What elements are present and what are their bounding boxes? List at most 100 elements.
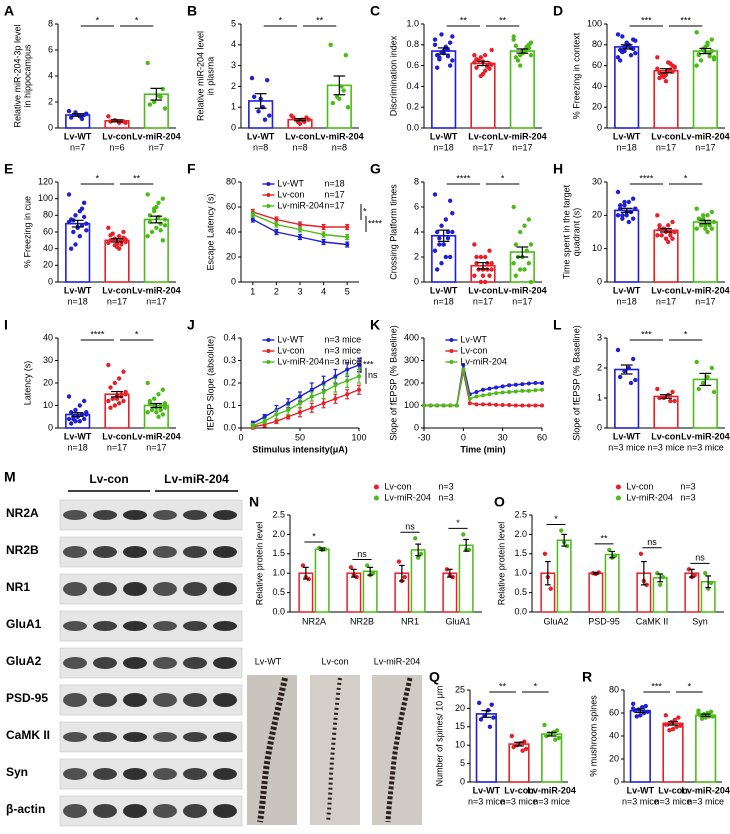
blot-row-label: CaMK II [6, 728, 50, 742]
blot-band [183, 693, 207, 707]
n-label: n=18 [617, 296, 637, 306]
legend-marker [449, 360, 454, 364]
data-point [298, 227, 302, 232]
data-point [663, 722, 669, 727]
y-tick-label: 40 [226, 226, 236, 236]
y-tick-label: 1.0 [272, 568, 285, 578]
data-point [286, 408, 291, 412]
data-point [396, 559, 402, 564]
x-tick-label: Lv-miR-204 [132, 285, 181, 295]
data-point [657, 582, 663, 588]
data-point [672, 398, 677, 404]
data-point [66, 416, 72, 422]
data-point [357, 374, 361, 379]
x-tick-label: Lv-miR-204 [498, 131, 547, 141]
data-point [345, 225, 350, 229]
x-tick-label: Lv-con [468, 285, 498, 295]
x-tick-label: Lv-WT [64, 131, 92, 141]
x-tick-label: GluA1 [445, 616, 470, 626]
legend-label: Lv-miR-204 [277, 200, 324, 210]
dendrite [257, 677, 288, 823]
data-point [630, 356, 636, 362]
x-tick-label: Lv-WT [247, 131, 275, 141]
y-tick-label: 20 [226, 251, 236, 261]
x-tick-label: 3 [297, 286, 302, 296]
data-point [434, 267, 440, 272]
data-point [528, 279, 534, 285]
data-point [345, 367, 350, 372]
legend-label: Lv-miR-204 [384, 492, 431, 502]
blot-strip [59, 536, 243, 568]
y-tick-label: 1 [231, 102, 236, 112]
blot-band [123, 510, 147, 520]
x-tick-label: PSD-95 [588, 616, 620, 626]
significance-label: *** [651, 681, 662, 691]
legend-label: Lv-WT [277, 334, 304, 344]
data-point [450, 211, 455, 216]
y-axis-label: Slope of fEPSP (% Baseline) [388, 325, 398, 440]
data-point [110, 396, 115, 401]
data-point [481, 402, 485, 407]
y-tick-label: 0 [231, 122, 236, 132]
y-tick-label: 2 [414, 251, 419, 261]
data-point [306, 117, 311, 122]
x-tick-label: -30 [417, 432, 430, 442]
y-axis-label: fEPSP Slope (absolute) [205, 336, 215, 430]
x-tick-label: Lv-con [468, 131, 498, 141]
data-point [467, 401, 472, 406]
y-axis-label: Escape Latency (s) [205, 193, 215, 270]
y-tick-label: 120 [38, 176, 53, 186]
y-axis-label: Relative miR-204 level [195, 31, 205, 121]
data-point [612, 553, 618, 558]
y-tick-label: 0.1 [223, 400, 236, 410]
data-point [663, 79, 669, 84]
data-point [450, 34, 455, 39]
y-tick-label: 0 [597, 422, 602, 432]
data-point [628, 53, 634, 58]
y-tick-label: 10 [592, 243, 602, 253]
data-point [256, 109, 261, 114]
x-tick-label: CaMK II [636, 616, 669, 626]
data-point [106, 362, 111, 368]
blot-strip [59, 647, 243, 679]
data-point [274, 217, 279, 222]
data-point [500, 390, 505, 395]
data-point [162, 106, 168, 111]
data-point [309, 394, 314, 399]
n-label: n=3 mice [648, 442, 685, 452]
data-point [665, 239, 671, 245]
data-point [556, 735, 562, 741]
data-point [672, 64, 677, 69]
data-point [513, 403, 518, 408]
data-point [698, 58, 704, 63]
data-point [77, 419, 83, 424]
data-point [494, 385, 499, 390]
y-tick-label: 200 [404, 377, 419, 387]
data-point [68, 421, 74, 426]
x-tick-label: Lv-WT [613, 285, 641, 295]
n-label: n=8 [332, 142, 347, 152]
x-tick-label: 0 [238, 432, 243, 442]
bar [692, 221, 718, 283]
data-point [540, 403, 544, 408]
panel-letter: C [370, 3, 380, 19]
data-point [526, 403, 531, 408]
data-point [81, 398, 87, 404]
y-tick-label: 0.6 [406, 60, 419, 70]
y-tick-label: 0.5 [514, 587, 527, 597]
significance-label: * [684, 329, 688, 339]
data-point [81, 214, 87, 220]
data-point [437, 236, 442, 241]
legend-marker [266, 349, 271, 353]
data-point [528, 53, 534, 58]
data-point [482, 53, 488, 58]
panel-letter: A [4, 3, 14, 19]
y-tick-label: 40 [609, 730, 619, 740]
legend-marker [373, 484, 379, 490]
data-point [158, 407, 163, 413]
bar [458, 544, 474, 613]
data-point [709, 365, 715, 371]
y-axis-label: quadrant (s) [571, 208, 581, 257]
blot-band [153, 732, 177, 742]
blot-band [63, 657, 87, 669]
